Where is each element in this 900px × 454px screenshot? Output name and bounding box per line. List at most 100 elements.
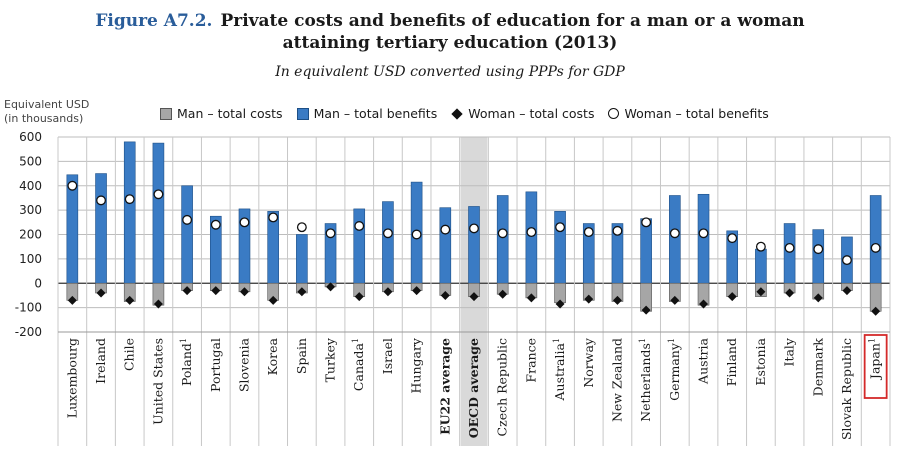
y-tick-label: 0 (34, 276, 42, 290)
marker-woman-costs-israel (383, 287, 393, 297)
category-label-canada: Canada1 (351, 338, 366, 391)
marker-woman-costs-denmark (813, 293, 823, 303)
legend-label-man-benefits: Man – total benefits (313, 106, 438, 121)
marker-woman-costs-estonia (756, 287, 766, 297)
marker-woman-benefits-new-zealand (612, 225, 623, 236)
marker-woman-costs-finland (727, 292, 737, 302)
marker-woman-benefits-spain (296, 222, 307, 233)
marker-woman-costs-netherlands (641, 305, 651, 315)
bar-man-benefits-france (525, 191, 538, 284)
marker-woman-benefits-poland (182, 214, 193, 225)
marker-woman-benefits-chile (124, 194, 135, 205)
bar-man-benefits-denmark (812, 229, 825, 284)
bar-man-benefits-australia (554, 211, 566, 284)
category-label-japan: Japan1 (868, 338, 883, 381)
category-label-korea: Korea (265, 337, 280, 375)
marker-woman-costs-spain (297, 287, 307, 297)
marker-woman-costs-canada (354, 292, 364, 302)
marker-woman-costs-portugal (211, 286, 221, 296)
marker-woman-benefits-france (526, 227, 537, 238)
blue-square-icon (296, 107, 309, 120)
japan-highlight-box (863, 334, 888, 399)
legend-item-man-costs: Man – total costs (160, 106, 283, 121)
marker-woman-costs-united-states (153, 299, 163, 309)
marker-woman-costs-new-zealand (612, 295, 622, 305)
category-label-italy: Italy (782, 337, 797, 366)
title-line-2: attaining tertiary education (2013) (282, 33, 618, 53)
legend: Man – total costs Man – total benefits W… (160, 106, 769, 121)
marker-woman-costs-hungary (412, 286, 422, 296)
category-label-netherlands: Netherlands1 (638, 338, 653, 422)
y-tick-label: 300 (19, 203, 42, 217)
y-axis-label: Equivalent USD (in thousands) (4, 98, 89, 126)
marker-woman-costs-czech-republic (498, 289, 508, 299)
y-tick-label: -200 (15, 325, 42, 339)
marker-woman-benefits-portugal (210, 219, 221, 230)
bar-man-benefits-luxembourg (66, 174, 79, 284)
marker-woman-benefits-slovenia (239, 217, 250, 228)
marker-woman-costs-turkey (326, 282, 336, 292)
category-label-chile: Chile (122, 338, 137, 371)
marker-woman-costs-slovak-republic (842, 286, 852, 296)
bar-man-benefits-oecd-average (468, 206, 480, 284)
marker-woman-costs-ireland (96, 288, 106, 298)
marker-woman-benefits-oecd-average (469, 223, 479, 234)
marker-woman-benefits-australia (555, 222, 566, 233)
marker-woman-costs-poland (182, 286, 192, 296)
y-tick-label: 100 (19, 252, 42, 266)
gray-square-icon (160, 107, 172, 120)
y-tick-label: 200 (19, 228, 42, 242)
category-label-austria: Austria (696, 337, 711, 384)
category-label-ireland: Ireland (93, 338, 108, 384)
bar-man-benefits-netherlands (640, 218, 652, 284)
category-label-czech-republic: Czech Republic (495, 338, 510, 436)
category-label-oecd-average: OECD average (466, 338, 481, 438)
category-label-norway: Norway (581, 337, 596, 388)
category-label-germany: Germany1 (667, 338, 682, 401)
category-label-estonia: Estonia (753, 337, 768, 385)
category-label-united-states: United States (150, 338, 165, 425)
bar-man-benefits-united-states (152, 142, 165, 284)
marker-woman-benefits-canada (354, 221, 365, 231)
marker-woman-benefits-israel (382, 228, 393, 239)
category-label-hungary: Hungary (409, 337, 424, 393)
bar-man-benefits-canada (353, 208, 366, 284)
marker-woman-costs-slovenia (239, 287, 249, 297)
bar-man-benefits-germany (669, 195, 681, 284)
marker-woman-benefits-czech-republic (497, 228, 508, 239)
bar-man-benefits-italy (783, 223, 796, 284)
category-label-eu22-average: EU22 average (437, 338, 452, 435)
marker-woman-benefits-estonia (755, 241, 766, 252)
marker-woman-benefits-netherlands (641, 217, 652, 228)
marker-woman-costs-australia (555, 299, 565, 309)
legend-item-man-benefits: Man – total benefits (296, 106, 438, 121)
legend-item-woman-benefits: Woman – total benefits (608, 106, 769, 121)
y-tick-label: 600 (19, 130, 42, 144)
marker-woman-benefits-japan (870, 242, 881, 253)
bar-man-benefits-eu22-average (439, 207, 452, 284)
marker-woman-costs-japan (871, 306, 881, 316)
marker-woman-costs-korea (268, 295, 278, 305)
marker-woman-costs-eu22-average (440, 290, 450, 300)
y-axis-label-line2: (in thousands) (4, 112, 84, 125)
y-tick-label: -100 (15, 301, 42, 315)
marker-woman-benefits-denmark (813, 244, 824, 255)
bar-man-benefits-chile (123, 141, 136, 284)
category-label-slovenia: Slovenia (236, 337, 251, 392)
bar-man-benefits-estonia (755, 248, 767, 284)
bar-man-benefits-israel (382, 201, 394, 284)
chart-title: Figure A7.2. Private costs and benefits o… (0, 10, 900, 54)
category-label-luxembourg: Luxembourg (64, 338, 79, 418)
bar-man-benefits-japan (869, 195, 882, 284)
marker-woman-benefits-luxembourg (67, 180, 78, 191)
category-label-slovak-republic: Slovak Republic (839, 338, 854, 440)
marker-woman-costs-france (526, 293, 536, 303)
marker-woman-costs-germany (670, 295, 680, 305)
marker-woman-benefits-ireland (96, 195, 106, 206)
marker-woman-benefits-norway (583, 227, 594, 238)
bar-man-benefits-spain (296, 234, 308, 284)
bar-man-benefits-czech-republic (496, 195, 509, 284)
bar-man-benefits-ireland (95, 173, 107, 284)
category-label-finland: Finland (724, 338, 739, 386)
